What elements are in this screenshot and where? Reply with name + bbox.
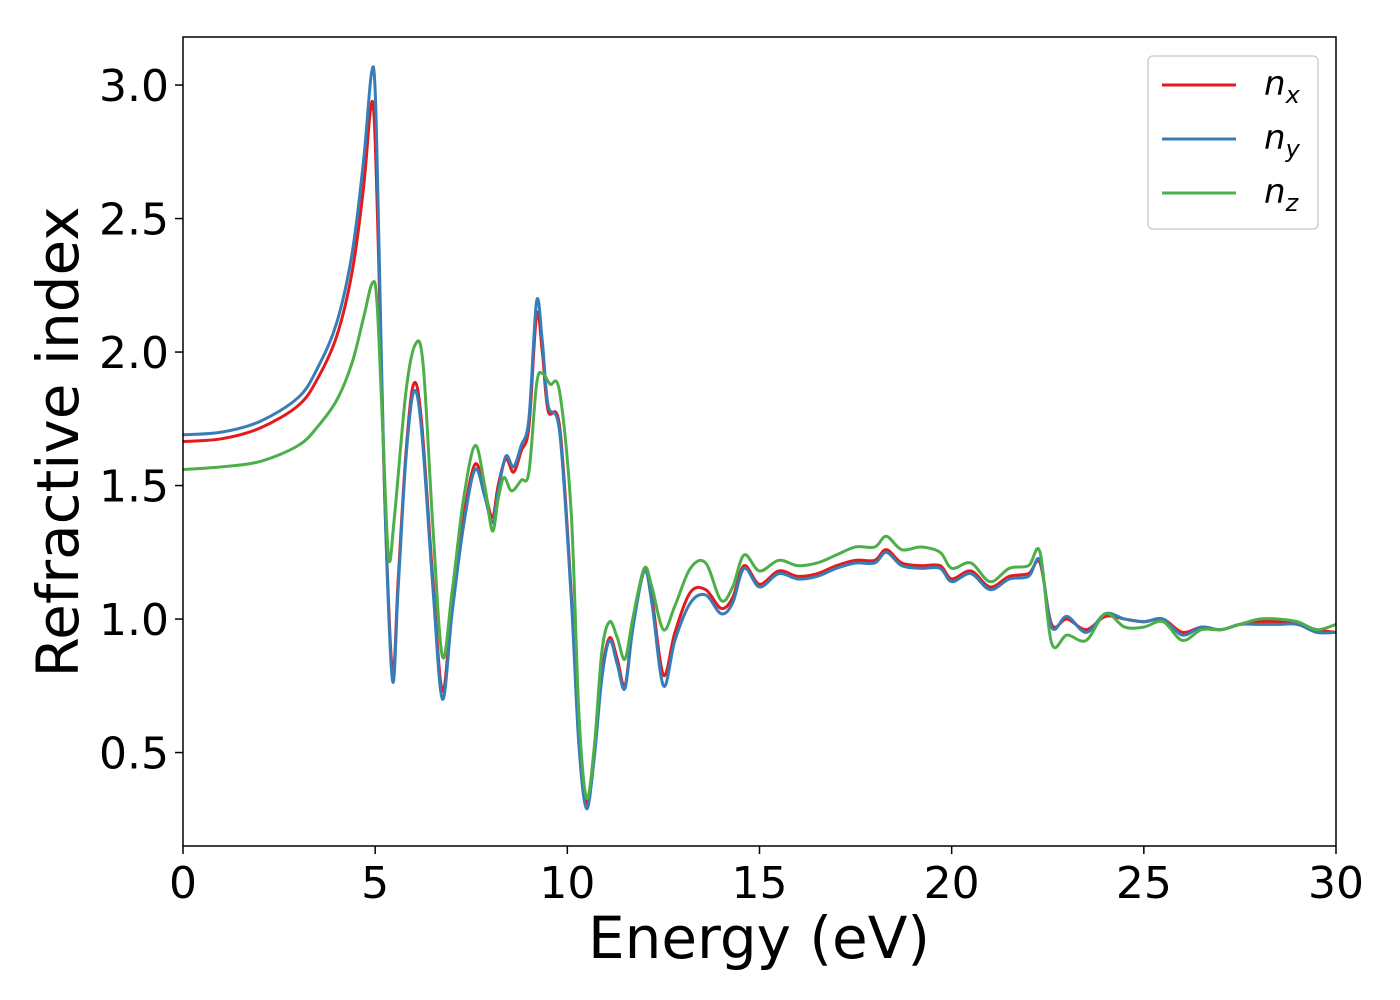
y-tick-label: 0.5 [99, 729, 169, 780]
y-tick-label: 1.5 [99, 462, 169, 513]
series-line-ny [182, 65, 1337, 811]
y-axis-label: Refractive index [24, 206, 92, 677]
x-tick-label: 25 [1116, 858, 1172, 909]
y-tick-label: 1.0 [99, 595, 169, 646]
x-tick-label: 10 [539, 858, 595, 909]
legend-label-nx: nx [1264, 64, 1301, 109]
legend-box [1147, 55, 1319, 230]
x-tick-label: 15 [732, 858, 788, 909]
x-tick-label: 30 [1308, 858, 1364, 909]
y-tick-label: 2.0 [99, 328, 169, 379]
x-axis-ticks: 0 5 10 15 20 25 30 [169, 846, 1364, 909]
y-tick-label: 3.0 [99, 61, 169, 112]
x-tick-label: 20 [924, 858, 980, 909]
legend-label-nz: nz [1264, 172, 1300, 217]
series-line-nz [182, 280, 1337, 800]
legend: nx ny nz [1147, 55, 1319, 230]
y-tick-label: 2.5 [99, 195, 169, 246]
plot-lines [182, 65, 1337, 811]
x-axis-label: Energy (eV) [588, 904, 930, 972]
legend-label-ny: ny [1264, 118, 1301, 163]
y-axis-ticks: 0.5 1.0 1.5 2.0 2.5 3.0 [99, 61, 183, 780]
x-tick-label: 0 [169, 858, 197, 909]
x-tick-label: 5 [361, 858, 389, 909]
